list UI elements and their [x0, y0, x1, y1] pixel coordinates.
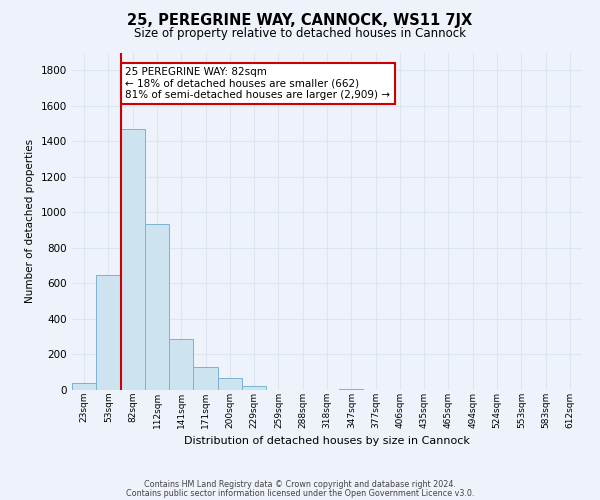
Text: Contains HM Land Registry data © Crown copyright and database right 2024.: Contains HM Land Registry data © Crown c… [144, 480, 456, 489]
Bar [121, 129, 145, 390]
Bar [242, 386, 266, 390]
Text: Size of property relative to detached houses in Cannock: Size of property relative to detached ho… [134, 28, 466, 40]
Bar [193, 367, 218, 390]
X-axis label: Distribution of detached houses by size in Cannock: Distribution of detached houses by size … [184, 436, 470, 446]
Bar [339, 388, 364, 390]
Y-axis label: Number of detached properties: Number of detached properties [25, 139, 35, 304]
Bar [72, 383, 96, 390]
Bar [145, 224, 169, 390]
Text: 25 PEREGRINE WAY: 82sqm
← 18% of detached houses are smaller (662)
81% of semi-d: 25 PEREGRINE WAY: 82sqm ← 18% of detache… [125, 66, 391, 100]
Text: Contains public sector information licensed under the Open Government Licence v3: Contains public sector information licen… [126, 488, 474, 498]
Bar [169, 340, 193, 390]
Bar [96, 274, 121, 390]
Text: 25, PEREGRINE WAY, CANNOCK, WS11 7JX: 25, PEREGRINE WAY, CANNOCK, WS11 7JX [127, 12, 473, 28]
Bar [218, 378, 242, 390]
